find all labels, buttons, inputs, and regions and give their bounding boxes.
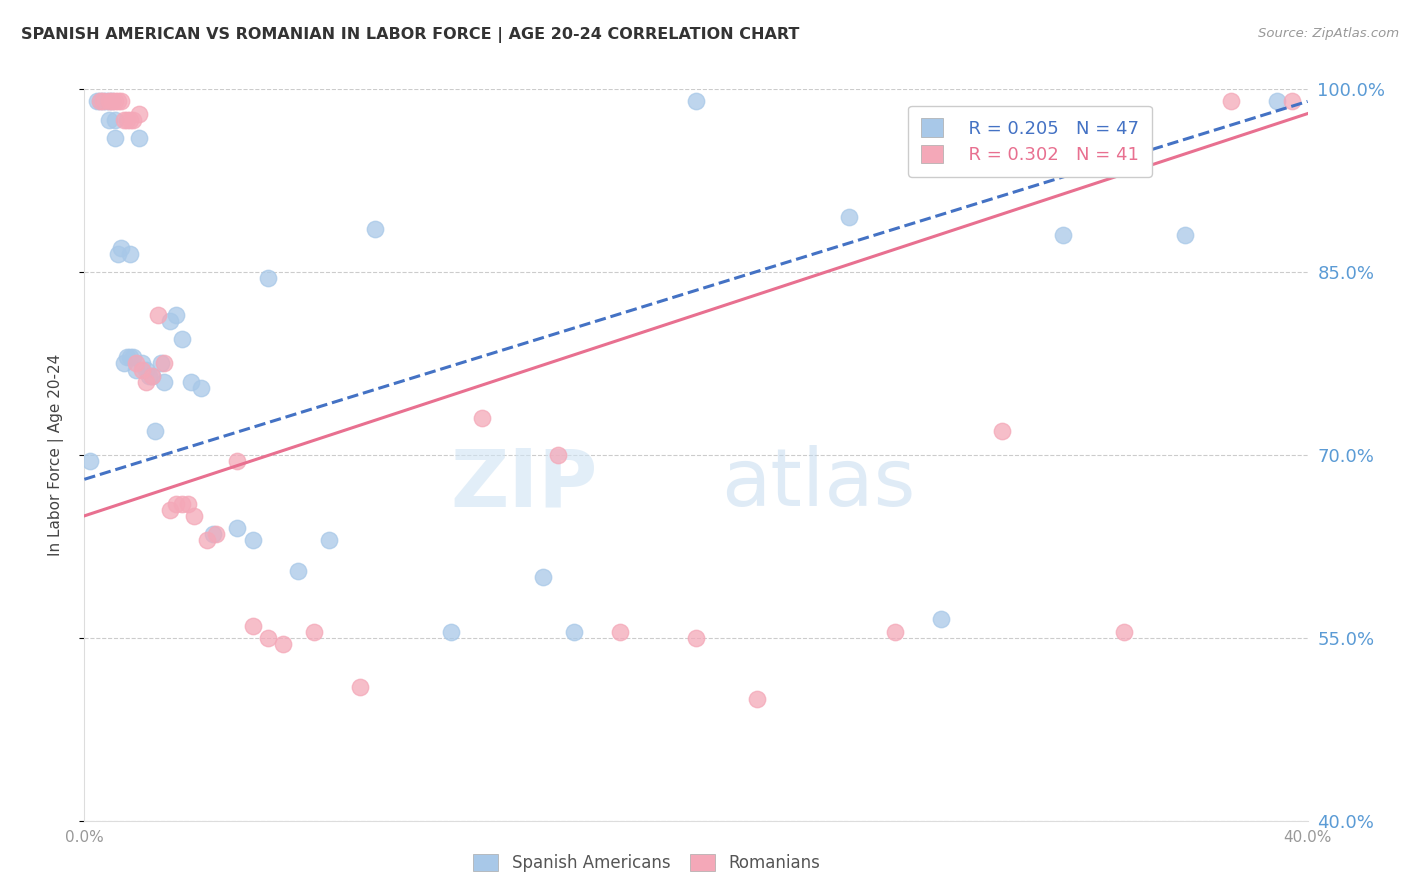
Point: [159, 503, 181, 517]
Point: [104, 112, 127, 127]
Point: [104, 95, 127, 109]
Point: [131, 362, 153, 376]
Y-axis label: In Labor Force | Age 20-24: In Labor Force | Age 20-24: [48, 354, 63, 556]
Text: atlas: atlas: [721, 445, 915, 524]
Point: [190, 381, 212, 395]
Point: [143, 424, 166, 438]
Point: [153, 356, 176, 371]
Point: [112, 112, 135, 127]
Point: [531, 570, 554, 584]
Point: [271, 637, 294, 651]
Point: [79, 454, 101, 468]
Point: [115, 351, 138, 365]
Point: [440, 624, 463, 639]
Point: [205, 527, 228, 541]
Point: [180, 375, 202, 389]
Point: [94, 95, 117, 109]
Point: [747, 691, 769, 706]
Point: [138, 368, 160, 383]
Point: [471, 411, 494, 425]
Point: [107, 95, 129, 109]
Point: [135, 362, 157, 376]
Point: [159, 314, 181, 328]
Point: [110, 241, 132, 255]
Point: [104, 131, 127, 145]
Point: [1114, 624, 1136, 639]
Point: [1174, 228, 1197, 243]
Point: [547, 448, 569, 462]
Point: [89, 95, 111, 109]
Point: [120, 351, 142, 365]
Point: [141, 368, 163, 383]
Point: [128, 106, 150, 120]
Point: [929, 613, 952, 627]
Point: [226, 454, 249, 468]
Point: [201, 527, 224, 541]
Point: [115, 112, 138, 127]
Point: [97, 112, 120, 127]
Point: [125, 356, 148, 371]
Point: [165, 497, 187, 511]
Point: [97, 95, 120, 109]
Point: [107, 247, 129, 261]
Point: [86, 95, 108, 109]
Point: [122, 112, 145, 127]
Point: [302, 624, 325, 639]
Point: [120, 247, 142, 261]
Text: ZIP: ZIP: [451, 445, 598, 524]
Point: [609, 624, 631, 639]
Point: [1220, 95, 1243, 109]
Point: [226, 521, 249, 535]
Point: [135, 375, 157, 389]
Point: [242, 533, 264, 548]
Point: [112, 356, 135, 371]
Point: [685, 95, 707, 109]
Point: [183, 508, 205, 523]
Point: [91, 95, 114, 109]
Point: [165, 308, 187, 322]
Point: [364, 222, 387, 236]
Point: [562, 624, 585, 639]
Point: [349, 680, 371, 694]
Point: [146, 308, 169, 322]
Point: [89, 95, 111, 109]
Point: [1281, 95, 1303, 109]
Point: [685, 631, 707, 645]
Point: [125, 362, 148, 376]
Point: [242, 618, 264, 632]
Point: [131, 356, 153, 371]
Point: [195, 533, 218, 548]
Point: [149, 356, 172, 371]
Point: [838, 211, 860, 225]
Point: [172, 332, 194, 346]
Point: [101, 95, 124, 109]
Point: [318, 533, 340, 548]
Point: [1052, 228, 1074, 243]
Point: [97, 95, 120, 109]
Point: [153, 375, 176, 389]
Text: SPANISH AMERICAN VS ROMANIAN IN LABOR FORCE | AGE 20-24 CORRELATION CHART: SPANISH AMERICAN VS ROMANIAN IN LABOR FO…: [21, 27, 800, 43]
Point: [1265, 95, 1288, 109]
Point: [101, 95, 124, 109]
Legend: Spanish Americans, Romanians: Spanish Americans, Romanians: [464, 844, 831, 882]
Point: [122, 351, 145, 365]
Point: [120, 112, 142, 127]
Point: [110, 95, 132, 109]
Point: [172, 497, 194, 511]
Point: [991, 424, 1014, 438]
Point: [257, 271, 280, 285]
Point: [883, 624, 905, 639]
Point: [257, 631, 280, 645]
Point: [177, 497, 200, 511]
Point: [287, 564, 309, 578]
Point: [91, 95, 114, 109]
Text: Source: ZipAtlas.com: Source: ZipAtlas.com: [1258, 27, 1399, 40]
Point: [128, 131, 150, 145]
Point: [141, 368, 163, 383]
